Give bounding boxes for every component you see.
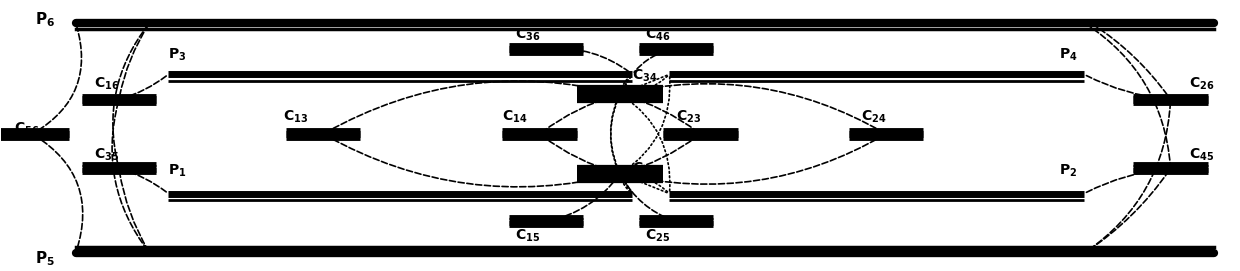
Text: $\mathbf{P_3}$: $\mathbf{P_3}$ bbox=[169, 46, 187, 63]
Text: $\mathbf{C_{36}}$: $\mathbf{C_{36}}$ bbox=[515, 26, 541, 43]
Text: $\mathbf{P_5}$: $\mathbf{P_5}$ bbox=[35, 249, 55, 268]
Text: $\mathbf{C_{14}}$: $\mathbf{C_{14}}$ bbox=[502, 108, 528, 125]
Text: $\mathbf{C_{26}}$: $\mathbf{C_{26}}$ bbox=[1189, 75, 1214, 92]
Text: $\mathbf{C_{34}}$: $\mathbf{C_{34}}$ bbox=[632, 67, 657, 84]
Text: $\mathbf{P_4}$: $\mathbf{P_4}$ bbox=[1059, 46, 1078, 63]
Text: $\mathbf{C_{12}}$: $\mathbf{C_{12}}$ bbox=[632, 160, 657, 177]
Text: $\mathbf{C_{16}}$: $\mathbf{C_{16}}$ bbox=[94, 75, 119, 92]
Text: $\mathbf{C_{25}}$: $\mathbf{C_{25}}$ bbox=[645, 228, 670, 244]
Text: $\mathbf{C_{35}}$: $\mathbf{C_{35}}$ bbox=[94, 147, 119, 163]
Text: $\mathbf{C_{13}}$: $\mathbf{C_{13}}$ bbox=[284, 108, 309, 125]
Text: $\mathbf{C_{46}}$: $\mathbf{C_{46}}$ bbox=[645, 26, 670, 43]
Text: $\mathbf{P_2}$: $\mathbf{P_2}$ bbox=[1059, 163, 1078, 179]
Text: $\mathbf{C_{23}}$: $\mathbf{C_{23}}$ bbox=[676, 108, 701, 125]
Text: $\mathbf{C_{45}}$: $\mathbf{C_{45}}$ bbox=[1189, 147, 1214, 163]
Text: $\mathbf{C_{56}}$: $\mathbf{C_{56}}$ bbox=[14, 120, 40, 137]
Text: $\mathbf{C_{24}}$: $\mathbf{C_{24}}$ bbox=[862, 108, 887, 125]
Text: $\mathbf{P_1}$: $\mathbf{P_1}$ bbox=[169, 163, 187, 179]
Text: $\mathbf{P_6}$: $\mathbf{P_6}$ bbox=[35, 11, 55, 29]
Text: $\mathbf{C_{15}}$: $\mathbf{C_{15}}$ bbox=[515, 228, 539, 244]
